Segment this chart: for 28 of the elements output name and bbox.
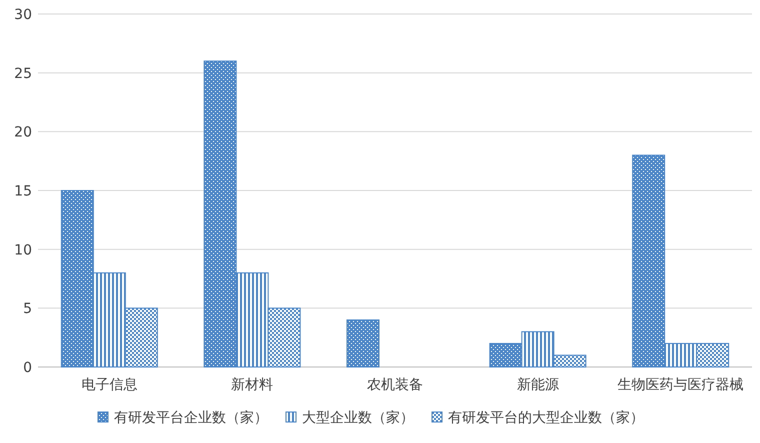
x-tick-label: 新材料 bbox=[231, 377, 274, 393]
legend-label: 大型企业数（家） bbox=[302, 410, 414, 426]
y-tick-label: 20 bbox=[14, 124, 32, 141]
bar bbox=[632, 154, 666, 368]
bar bbox=[92, 272, 126, 368]
bar bbox=[696, 342, 730, 368]
bar bbox=[553, 354, 586, 368]
y-tick-label: 10 bbox=[14, 242, 32, 258]
x-tick-label: 农机装备 bbox=[367, 377, 423, 393]
bar bbox=[60, 190, 94, 368]
y-tick-label: 30 bbox=[14, 7, 32, 23]
bar bbox=[268, 308, 301, 368]
bar bbox=[346, 319, 380, 368]
y-tick-label: 0 bbox=[23, 360, 32, 376]
bar bbox=[236, 272, 269, 368]
x-tick-label: 电子信息 bbox=[81, 377, 138, 393]
legend-label: 有研发平台企业数（家） bbox=[114, 410, 268, 426]
bar bbox=[124, 308, 158, 368]
x-tick-label: 生物医药与医疗器械 bbox=[618, 377, 744, 393]
y-tick-label: 25 bbox=[14, 66, 32, 82]
bar bbox=[204, 60, 237, 368]
bar bbox=[521, 331, 554, 368]
y-tick-label: 15 bbox=[14, 184, 32, 200]
bar bbox=[664, 342, 698, 368]
y-tick-label: 5 bbox=[23, 301, 32, 318]
bar bbox=[489, 342, 522, 368]
legend-label: 有研发平台的大型企业数（家） bbox=[448, 410, 644, 426]
x-tick-label: 新能源 bbox=[516, 377, 559, 393]
